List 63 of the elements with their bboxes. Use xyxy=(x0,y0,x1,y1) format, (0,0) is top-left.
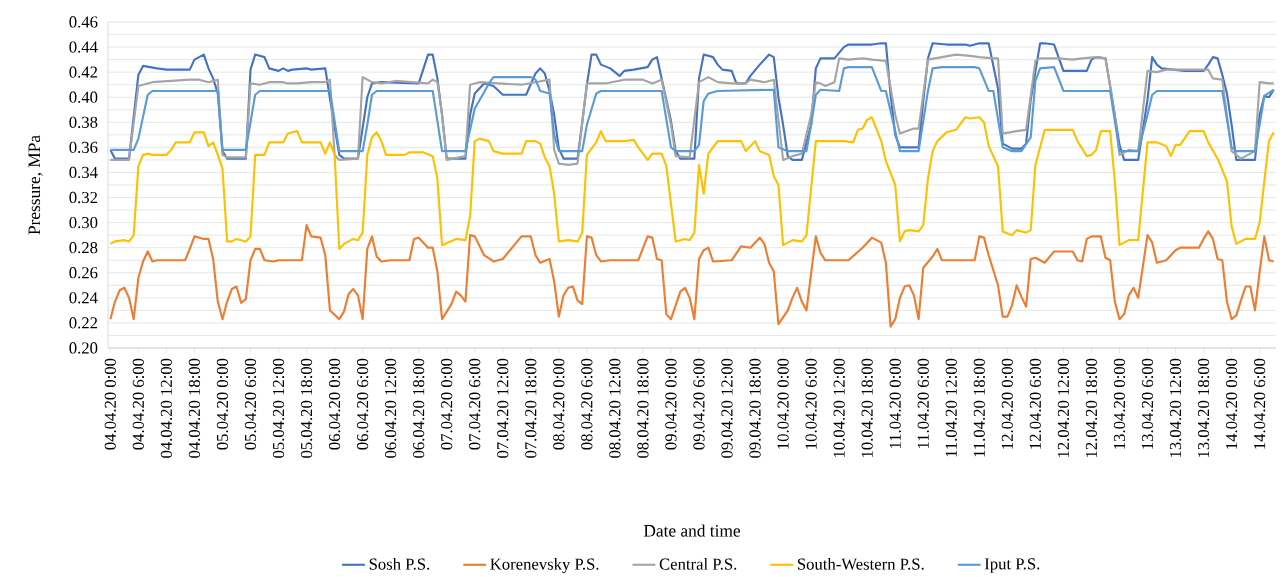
y-tick-label: 0.36 xyxy=(69,141,98,154)
legend-label: Central P.S. xyxy=(659,558,737,570)
y-tick-label: 0.46 xyxy=(69,16,98,28)
x-tick-label: 11.04.20 18:00 xyxy=(973,358,985,457)
y-tick-label: 0.20 xyxy=(69,342,98,354)
x-tick-label: 14.04.20 0:00 xyxy=(1225,358,1238,449)
y-tick-label: 0.42 xyxy=(69,66,98,78)
x-tick-label: 08.04.20 0:00 xyxy=(553,358,565,450)
x-tick-label: 04.04.20 0:00 xyxy=(104,358,116,450)
x-tick-label: 07.04.20 0:00 xyxy=(441,358,453,450)
x-tick-label: 05.04.20 18:00 xyxy=(300,358,313,458)
x-tick-label: 05.04.20 12:00 xyxy=(272,358,285,458)
x-tick-label: 13.04.20 12:00 xyxy=(1169,358,1182,458)
x-tick-label: 11.04.20 6:00 xyxy=(917,358,929,449)
legend-label: South-Western P.S. xyxy=(797,558,924,570)
x-tick-label: 13.04.20 0:00 xyxy=(1113,358,1126,449)
x-tick-label: 09.04.20 18:00 xyxy=(749,358,761,458)
x-tick-label: 05.04.20 6:00 xyxy=(244,358,257,450)
x-tick-label: 06.04.20 0:00 xyxy=(328,358,341,450)
x-tick-label: 13.04.20 6:00 xyxy=(1141,358,1154,449)
x-tick-label: 07.04.20 12:00 xyxy=(497,358,509,458)
x-tick-label: 10.04.20 6:00 xyxy=(805,358,817,449)
x-tick-label: 04.04.20 6:00 xyxy=(132,358,145,450)
y-tick-label: 0.30 xyxy=(69,217,98,229)
x-tick-label: 10.04.20 12:00 xyxy=(833,358,845,458)
x-tick-label: 12.04.20 6:00 xyxy=(1029,358,1042,449)
y-tick-label: 0.40 xyxy=(69,91,98,103)
x-tick-label: 04.04.20 18:00 xyxy=(188,358,201,458)
y-tick-label: 0.34 xyxy=(69,166,98,179)
x-axis-title: Date and time xyxy=(643,524,741,537)
x-tick-label: 13.04.20 18:00 xyxy=(1197,358,1210,458)
x-tick-label: 10.04.20 0:00 xyxy=(777,358,789,449)
x-tick-label: 08.04.20 12:00 xyxy=(609,358,621,458)
legend-label: Sosh P.S. xyxy=(369,558,430,570)
x-tick-label: 11.04.20 12:00 xyxy=(945,358,957,457)
x-tick-label: 09.04.20 12:00 xyxy=(721,358,733,458)
x-tick-label: 07.04.20 18:00 xyxy=(525,358,537,458)
x-tick-label: 04.04.20 12:00 xyxy=(160,358,173,458)
x-tick-label: 06.04.20 12:00 xyxy=(385,358,397,458)
x-tick-label: 12.04.20 0:00 xyxy=(1001,358,1014,449)
legend-label: Korenevsky P.S. xyxy=(490,558,599,574)
x-tick-label: 06.04.20 18:00 xyxy=(413,358,425,458)
x-tick-label: 08.04.20 18:00 xyxy=(637,358,649,458)
y-tick-label: 0.32 xyxy=(69,191,98,204)
x-tick-label: 12.04.20 18:00 xyxy=(1085,358,1098,458)
y-axis-title: Pressure, MPa xyxy=(28,135,43,235)
y-tick-label: 0.22 xyxy=(69,317,98,329)
y-tick-label: 0.44 xyxy=(69,41,98,53)
legend-label: Iput P.S. xyxy=(984,558,1040,573)
x-tick-label: 12.04.20 12:00 xyxy=(1057,358,1070,458)
x-tick-label: 05.04.20 0:00 xyxy=(216,358,229,450)
y-tick-label: 0.26 xyxy=(69,267,98,279)
y-tick-label: 0.24 xyxy=(69,292,98,304)
x-tick-label: 09.04.20 0:00 xyxy=(665,358,677,450)
x-tick-label: 10.04.20 18:00 xyxy=(861,358,873,458)
x-tick-label: 11.04.20 0:00 xyxy=(889,358,901,449)
y-tick-label: 0.28 xyxy=(69,242,98,254)
x-tick-label: 07.04.20 6:00 xyxy=(469,358,481,450)
y-tick-label: 0.38 xyxy=(69,116,98,128)
x-tick-label: 06.04.20 6:00 xyxy=(356,358,369,450)
x-tick-label: 14.04.20 6:00 xyxy=(1253,358,1266,449)
x-tick-label: 09.04.20 6:00 xyxy=(693,358,705,450)
x-tick-label: 08.04.20 6:00 xyxy=(581,358,593,450)
